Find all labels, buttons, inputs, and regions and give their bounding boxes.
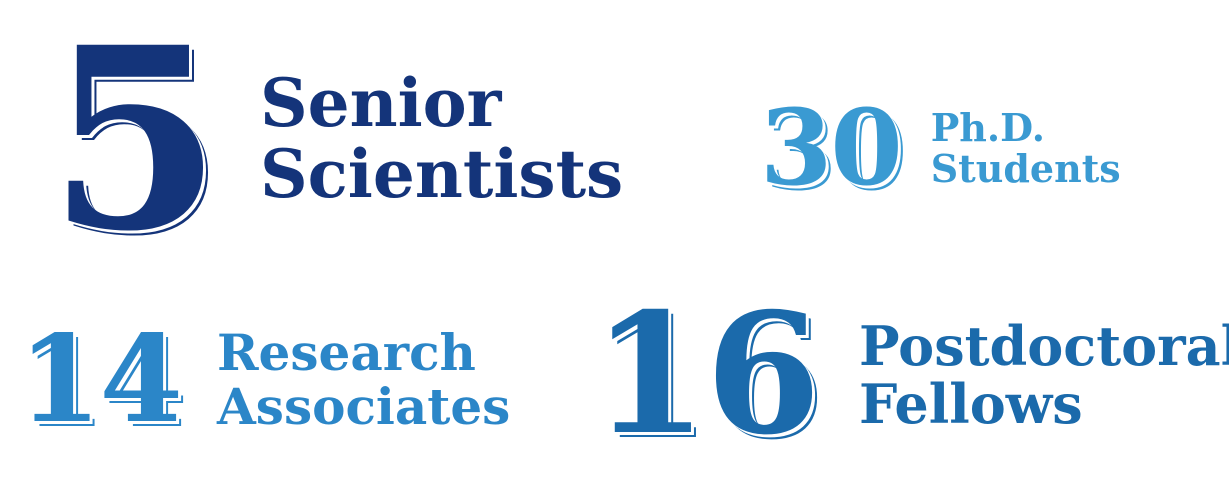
stat-number: 16 [592,277,821,472]
stat-phd-students: 30 Ph.D. Students [760,96,1121,200]
stat-label-line1: Postdoctoral [859,313,1229,378]
stat-label-line1: Ph.D. [930,104,1045,150]
stat-number: 5 [48,0,222,286]
stat-label: Research Associates [217,326,510,434]
stat-research-associates: 14 Research Associates [18,320,510,440]
stat-number: 30 [760,86,903,209]
stat-label: Senior Scientists [259,63,624,213]
stat-postdoctoral-fellows: 16 Postdoctoral Fellows [592,292,1229,458]
stat-label-line2: Fellows [859,372,1083,436]
stat-label-line1: Research [217,323,476,382]
stat-label-line2: Students [930,146,1121,191]
stat-label-line2: Scientists [259,135,624,213]
stat-label: Ph.D. Students [931,107,1121,189]
stat-label-line1: Senior [259,63,502,142]
stat-senior-scientists: 5 Senior Scientists [48,14,623,264]
stat-label-line2: Associates [217,377,511,436]
stat-label: Postdoctoral Fellows [859,313,1229,436]
stat-number: 14 [18,309,183,450]
